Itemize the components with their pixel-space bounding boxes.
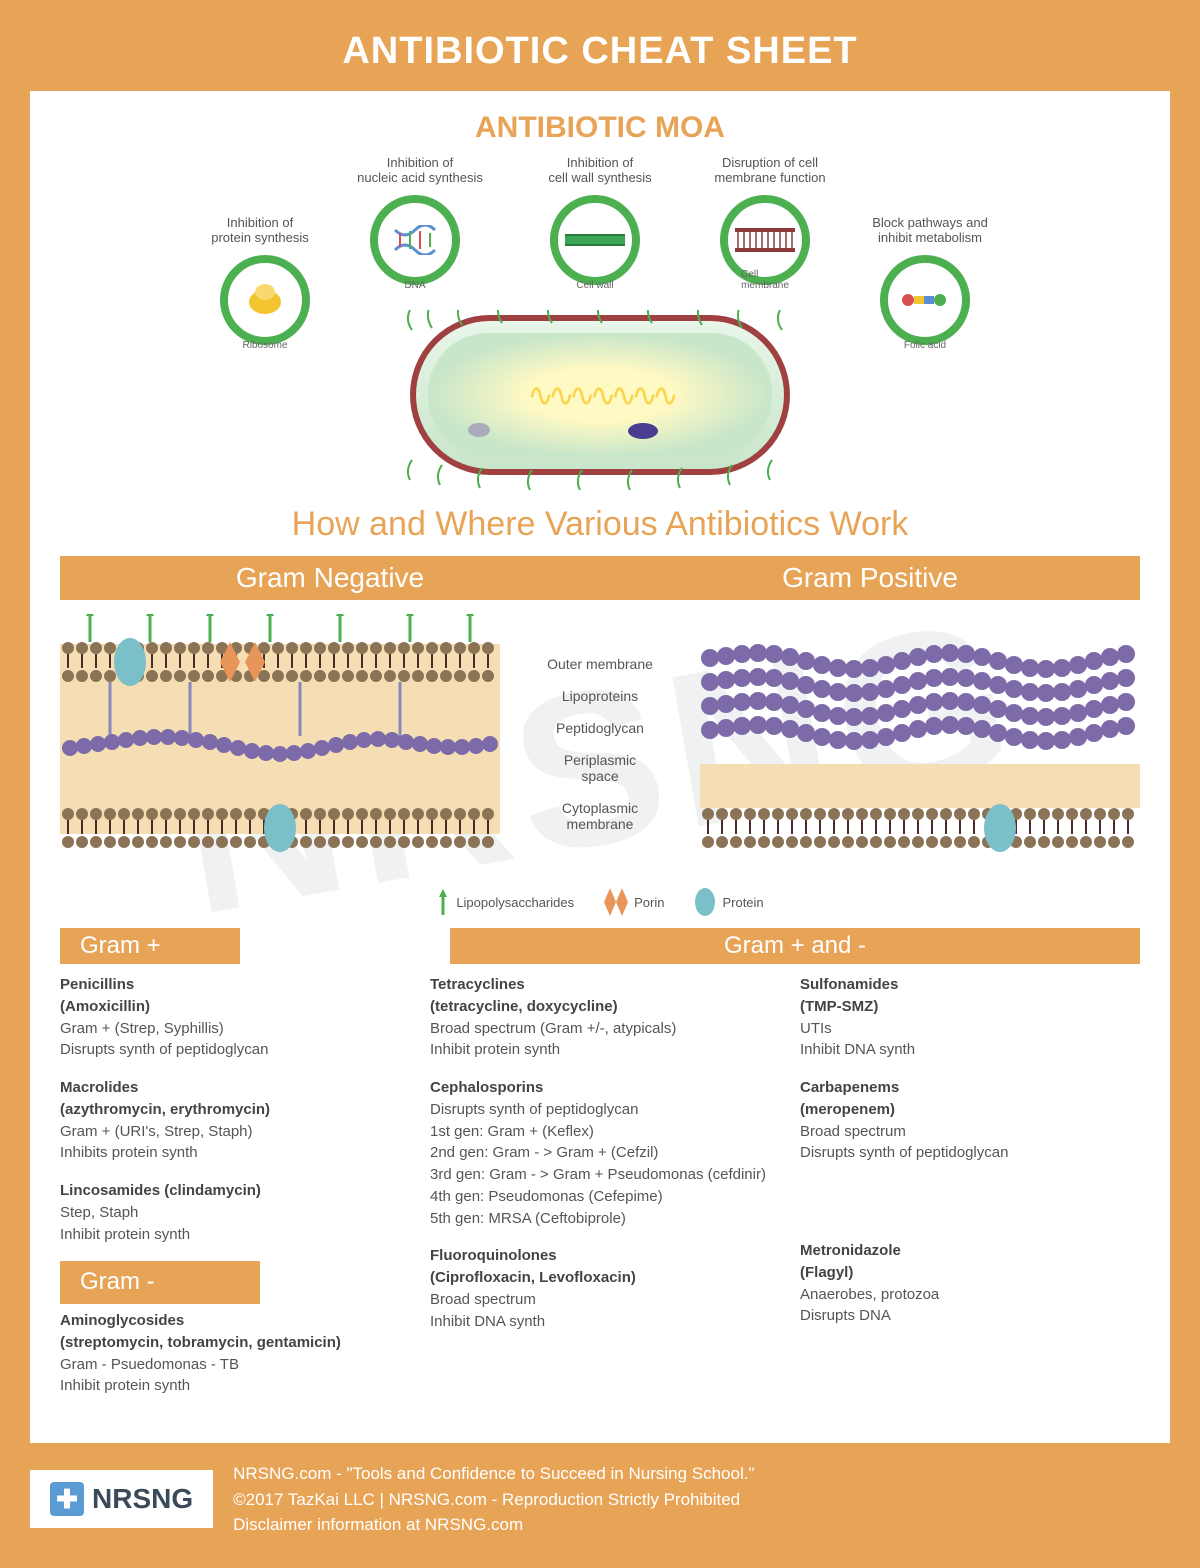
gram-pos-membrane	[700, 614, 1140, 874]
classes-header: Gram + Gram + and -	[60, 928, 1140, 964]
label-peptidoglycan: Peptidoglycan	[510, 716, 690, 740]
moa-circle-ribosome: Ribosome	[220, 255, 310, 345]
drug-carbapenems: Carbapenems (meropenem) Broad spectrum D…	[800, 1077, 1140, 1164]
drug-macrolides: Macrolides (azythromycin, erythromycin) …	[60, 1077, 400, 1164]
classbar-gram-plus: Gram +	[60, 928, 240, 964]
legend-porin: Porin	[604, 888, 664, 916]
legend-protein-label: Protein	[722, 895, 763, 910]
gram-neg-membrane	[60, 614, 500, 874]
membrane-legend: Lipopolysaccharides Porin Protein	[60, 888, 1140, 916]
membrane-icon	[735, 228, 795, 252]
moa-label-2: Inhibition of cell wall synthesis	[530, 155, 670, 185]
dna-icon	[390, 225, 440, 255]
drug-col-3: Sulfonamides (TMP-SMZ) UTIs Inhibit DNA …	[800, 974, 1140, 1413]
gram-header-bar: Gram Negative Gram Positive	[60, 556, 1140, 600]
legend-protein: Protein	[694, 888, 763, 916]
moa-label-4: Block pathways and inhibit metabolism	[860, 215, 1000, 245]
drug-col-2: Tetracyclines (tetracycline, doxycycline…	[430, 974, 770, 1413]
drug-fluoroquinolones: Fluoroquinolones (Ciprofloxacin, Levoflo…	[430, 1245, 770, 1332]
drug-col-1: Penicillins (Amoxicillin) Gram + (Strep,…	[60, 974, 400, 1413]
moa-heading: ANTIBIOTIC MOA	[60, 111, 1140, 145]
classbar-gram-minus: Gram -	[60, 1261, 260, 1304]
label-cytoplasmic: Cytoplasmic membrane	[510, 796, 690, 836]
membrane-diagram: Outer membrane Lipoproteins Peptidoglyca…	[60, 614, 1140, 874]
main-title: ANTIBIOTIC CHEAT SHEET	[30, 30, 1170, 73]
drug-penicillins: Penicillins (Amoxicillin) Gram + (Strep,…	[60, 974, 400, 1061]
page-root: ANTIBIOTIC CHEAT SHEET NRSNG ANTIBIOTIC …	[0, 0, 1200, 1568]
folic-icon	[900, 285, 950, 315]
footer-text: NRSNG.com - "Tools and Confidence to Suc…	[233, 1461, 1170, 1538]
footer-logo-text: NRSNG	[92, 1483, 193, 1515]
drug-tetracyclines: Tetracyclines (tetracycline, doxycycline…	[430, 974, 770, 1061]
drug-aminoglycosides: Aminoglycosides (streptomycin, tobramyci…	[60, 1310, 400, 1397]
moa-label-3: Disruption of cell membrane function	[700, 155, 840, 185]
moa-circle-membrane: Cell membrane	[720, 195, 810, 285]
drug-class-grid: Penicillins (Amoxicillin) Gram + (Strep,…	[60, 974, 1140, 1413]
moa-icon-label-2: Cell wall	[576, 280, 613, 291]
classbar-gram-both: Gram + and -	[450, 928, 1140, 964]
moa-circle-cellwall: Cell wall	[550, 195, 640, 285]
ribosome-icon	[245, 280, 285, 320]
moa-icon-label-3: Cell membrane	[741, 269, 789, 291]
moa-diagram: Inhibition of protein synthesis Inhibiti…	[60, 155, 1140, 495]
drug-cephalosporins: Cephalosporins Disrupts synth of peptido…	[430, 1077, 770, 1229]
drug-sulfonamides: Sulfonamides (TMP-SMZ) UTIs Inhibit DNA …	[800, 974, 1140, 1061]
membrane-label-column: Outer membrane Lipoproteins Peptidoglyca…	[510, 614, 690, 874]
label-lipoproteins: Lipoproteins	[510, 684, 690, 708]
moa-circle-folic: Folic acid	[880, 255, 970, 345]
how-title: How and Where Various Antibiotics Work	[60, 505, 1140, 544]
drug-metronidazole: Metronidazole (Flagyl) Anaerobes, protoz…	[800, 1240, 1140, 1327]
plus-icon: ✚	[50, 1482, 84, 1516]
footer: ✚ NRSNG NRSNG.com - "Tools and Confidenc…	[30, 1461, 1170, 1538]
moa-icon-label-0: Ribosome	[242, 340, 287, 351]
content-panel: NRSNG ANTIBIOTIC MOA Inhibition of prote…	[30, 91, 1170, 1443]
moa-label-1: Inhibition of nucleic acid synthesis	[350, 155, 490, 185]
cellwall-icon	[565, 230, 625, 250]
bacterium-illustration: ∿∿∿∿∿∿∿	[410, 315, 790, 475]
moa-icon-label-4: Folic acid	[904, 340, 946, 351]
moa-label-0: Inhibition of protein synthesis	[190, 215, 330, 245]
label-periplasmic: Periplasmic space	[510, 748, 690, 788]
legend-lps-label: Lipopolysaccharides	[456, 895, 574, 910]
moa-circle-dna: DNA	[370, 195, 460, 285]
gram-pos-header: Gram Positive	[600, 562, 1140, 594]
gram-neg-header: Gram Negative	[60, 562, 600, 594]
drug-lincosamides: Lincosamides (clindamycin) Step, Staph I…	[60, 1180, 400, 1245]
legend-lps: Lipopolysaccharides	[436, 889, 574, 915]
moa-icon-label-1: DNA	[404, 280, 425, 291]
label-outer-membrane: Outer membrane	[510, 652, 690, 676]
legend-porin-label: Porin	[634, 895, 664, 910]
footer-logo: ✚ NRSNG	[30, 1470, 213, 1528]
